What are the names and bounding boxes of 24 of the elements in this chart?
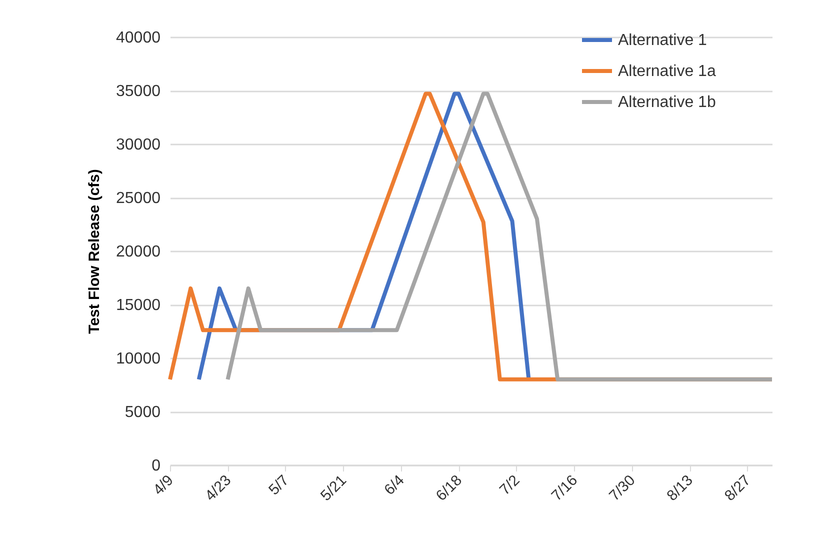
x-tick-label: 8/13: [664, 472, 696, 505]
x-tick-label: 4/9: [150, 472, 177, 499]
legend-label: Alternative 1b: [618, 94, 716, 111]
y-tick-label: 10000: [116, 350, 161, 368]
y-axis-title: Test Flow Release (cfs): [86, 169, 104, 334]
x-tick-label: 6/4: [380, 472, 408, 499]
x-tick-label: 5/7: [266, 472, 292, 499]
x-tick-label: 7/16: [548, 472, 581, 505]
legend-label: Alternative 1: [618, 32, 708, 49]
y-tick-label: 35000: [116, 83, 161, 100]
y-tick-label: 30000: [116, 136, 161, 154]
x-tick-label: 4/23: [202, 472, 235, 505]
y-tick-label: 5000: [124, 404, 161, 421]
y-tick-label: 40000: [116, 30, 161, 46]
y-tick-label: 25000: [116, 190, 161, 207]
y-tick-label: 0: [152, 458, 161, 474]
legend-label: Alternative 1a: [618, 63, 716, 80]
x-tick-label: 7/30: [606, 472, 639, 505]
x-tick-label: 7/2: [496, 472, 524, 499]
x-tick-label: 8/27: [721, 472, 754, 505]
y-tick-label: 20000: [116, 244, 161, 260]
x-tick-label: 5/21: [317, 472, 350, 505]
y-tick-label: 15000: [116, 297, 161, 314]
x-tick-label: 6/18: [432, 472, 466, 505]
